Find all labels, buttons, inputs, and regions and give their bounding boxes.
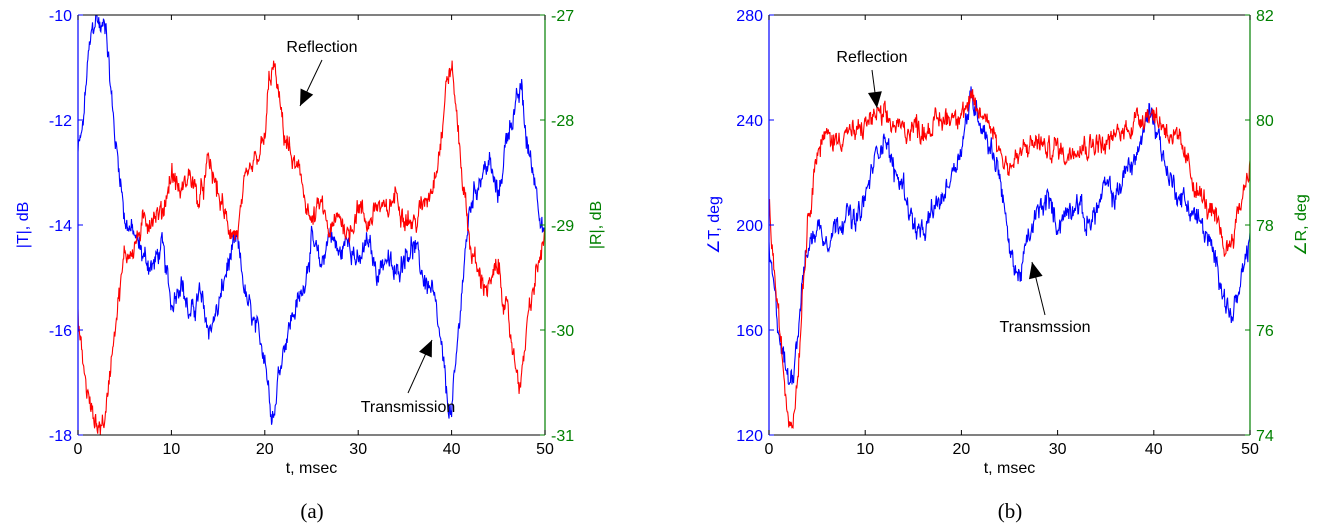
y-left-tick-label: -16 xyxy=(49,323,72,340)
annotation-label: Reflection xyxy=(836,49,907,66)
x-tick-label: 0 xyxy=(74,441,83,458)
chart-b: 0 10 20 30 40 50 120 160 200 240 280 74 76 78 80 82 t, m… xyxy=(706,8,1310,523)
x-tick-label: 10 xyxy=(856,441,874,458)
x-tick-label: 40 xyxy=(443,441,461,458)
series-line-transmission xyxy=(78,15,545,425)
arrowhead xyxy=(867,91,882,108)
y-left-tick-label: 200 xyxy=(736,218,763,235)
y-right-axis-label: |R|, dB xyxy=(588,201,605,249)
y-right-tick-label: 82 xyxy=(1256,8,1274,25)
y-right-tick-label: -28 xyxy=(551,113,574,130)
annotation-label: Reflection xyxy=(286,39,357,56)
y-left-tick-label: -10 xyxy=(49,8,72,25)
figure-caption: (a) xyxy=(300,499,323,523)
y-right-tick-label: -31 xyxy=(551,428,574,445)
annotation-label: Transmssion xyxy=(1000,319,1091,336)
y-right-axis-label: ∠R, deg xyxy=(1293,194,1310,255)
x-tick-label: 10 xyxy=(163,441,181,458)
annotation-label: Transmission xyxy=(361,399,456,416)
x-axis-label: t, msec xyxy=(984,460,1036,477)
x-tick-label: 30 xyxy=(349,441,367,458)
x-tick-label: 30 xyxy=(1049,441,1067,458)
y-left-tick-label: -14 xyxy=(49,218,72,235)
y-left-tick-label: 160 xyxy=(736,323,763,340)
y-left-tick-label: -18 xyxy=(49,428,72,445)
x-tick-label: 20 xyxy=(953,441,971,458)
arrowhead xyxy=(419,340,432,358)
series-line-reflection xyxy=(78,60,545,435)
chart-a: 0 10 20 30 40 50 -18 -16 -14 -12 -10 -31 -30 -29 -28 -2… xyxy=(15,8,605,523)
figure-caption: (b) xyxy=(998,499,1023,523)
y-left-axis-label: ∠T, deg xyxy=(706,196,723,254)
x-tick-label: 0 xyxy=(765,441,774,458)
x-tick-label: 40 xyxy=(1145,441,1163,458)
x-axis-label: t, msec xyxy=(286,460,338,477)
arrowhead xyxy=(300,88,314,106)
series-line-transmission xyxy=(769,86,1250,385)
y-left-tick-label: 280 xyxy=(736,8,763,25)
y-right-tick-label: -27 xyxy=(551,8,574,25)
x-tick-label: 20 xyxy=(256,441,274,458)
y-left-tick-label: -12 xyxy=(49,113,72,130)
y-left-axis-label: |T|, dB xyxy=(15,202,32,249)
y-right-tick-label: 78 xyxy=(1256,218,1274,235)
y-right-tick-label: 80 xyxy=(1256,113,1274,130)
y-right-tick-label: 76 xyxy=(1256,323,1274,340)
y-left-tick-label: 240 xyxy=(736,113,763,130)
series-line-reflection xyxy=(769,89,1250,430)
y-right-tick-label: -30 xyxy=(551,323,574,340)
y-right-tick-label: 74 xyxy=(1256,428,1274,445)
y-left-tick-label: 120 xyxy=(736,428,763,445)
x-tick-label: 50 xyxy=(536,441,554,458)
x-tick-label: 50 xyxy=(1241,441,1259,458)
arrowhead xyxy=(1029,262,1043,280)
y-right-tick-label: -29 xyxy=(551,218,574,235)
